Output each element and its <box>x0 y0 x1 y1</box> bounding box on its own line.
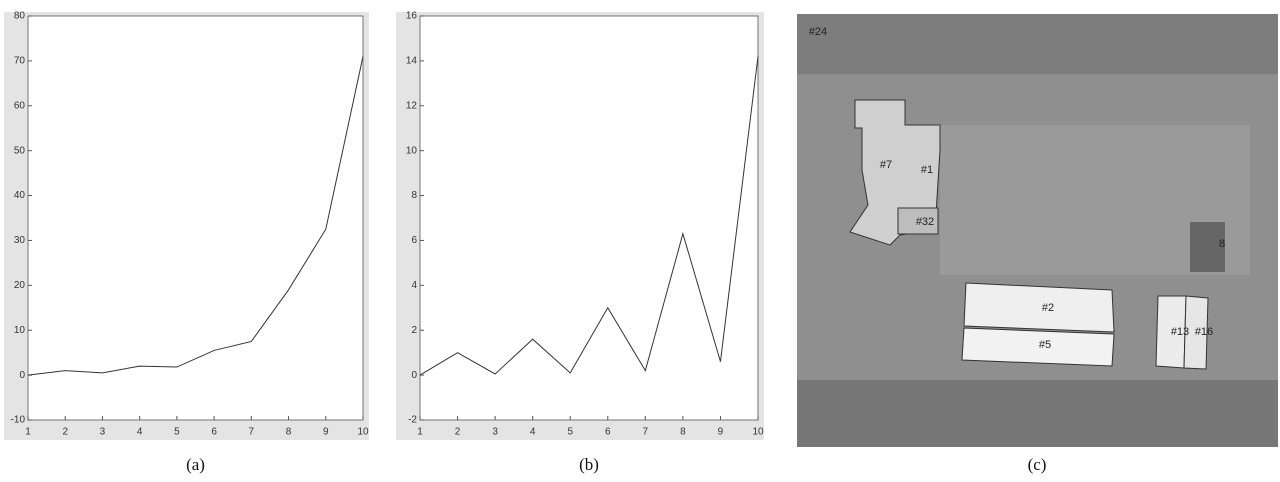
x-tick-label: 4 <box>530 427 536 438</box>
region-label: #24 <box>809 26 827 38</box>
aerial-image <box>797 14 1278 447</box>
y-tick-label: 70 <box>14 56 26 67</box>
region-label: #5 <box>1039 339 1051 351</box>
x-tick-label: 6 <box>211 427 217 438</box>
region-label: #16 <box>1195 326 1213 338</box>
x-tick-label: 1 <box>25 427 31 438</box>
y-tick-label: 4 <box>411 280 417 291</box>
y-tick-label: 6 <box>411 235 417 246</box>
plot-area <box>420 16 758 420</box>
x-tick-label: 4 <box>137 427 143 438</box>
region-label: #13 <box>1171 326 1189 338</box>
y-tick-label: 40 <box>14 190 26 201</box>
y-tick-label: -10 <box>11 415 26 426</box>
x-tick-label: 9 <box>718 427 724 438</box>
y-tick-label: 50 <box>14 145 26 156</box>
y-tick-label: 16 <box>406 11 418 22</box>
y-tick-label: -2 <box>408 415 417 426</box>
x-tick-label: 10 <box>752 427 764 438</box>
x-tick-label: 2 <box>62 427 68 438</box>
field <box>797 380 1278 447</box>
caption: (b) <box>579 455 599 474</box>
region-label: #32 <box>916 216 934 228</box>
x-tick-label: 3 <box>492 427 498 438</box>
region-label: #1 <box>921 164 933 176</box>
caption: (a) <box>186 455 205 474</box>
y-tick-label: 20 <box>14 280 26 291</box>
caption: (c) <box>1028 455 1047 474</box>
region-label: 8 <box>1219 238 1225 250</box>
x-tick-label: 5 <box>174 427 180 438</box>
x-tick-label: 10 <box>357 427 369 438</box>
x-tick-label: 6 <box>605 427 611 438</box>
y-tick-label: 30 <box>14 235 26 246</box>
y-tick-label: 12 <box>406 100 418 111</box>
y-tick-label: 0 <box>19 370 25 381</box>
x-tick-label: 8 <box>286 427 292 438</box>
y-tick-label: 0 <box>411 370 417 381</box>
x-tick-label: 8 <box>680 427 686 438</box>
x-tick-label: 5 <box>567 427 573 438</box>
x-tick-label: 9 <box>323 427 329 438</box>
region-label: #2 <box>1042 302 1054 314</box>
x-tick-label: 7 <box>249 427 255 438</box>
y-tick-label: 2 <box>411 325 417 336</box>
x-tick-label: 7 <box>643 427 649 438</box>
x-tick-label: 1 <box>417 427 423 438</box>
y-tick-label: 8 <box>411 190 417 201</box>
y-tick-label: 14 <box>406 56 418 67</box>
y-tick-label: 60 <box>14 100 26 111</box>
figure: -100102030405060708012345678910(a)-20246… <box>0 0 1280 482</box>
building <box>964 283 1114 332</box>
x-tick-label: 3 <box>100 427 106 438</box>
field <box>797 14 1278 74</box>
y-tick-label: 10 <box>14 325 26 336</box>
y-tick-label: 80 <box>14 11 26 22</box>
plot-area <box>28 16 363 420</box>
x-tick-label: 2 <box>455 427 461 438</box>
region-label: #7 <box>880 159 892 171</box>
y-tick-label: 10 <box>406 145 418 156</box>
